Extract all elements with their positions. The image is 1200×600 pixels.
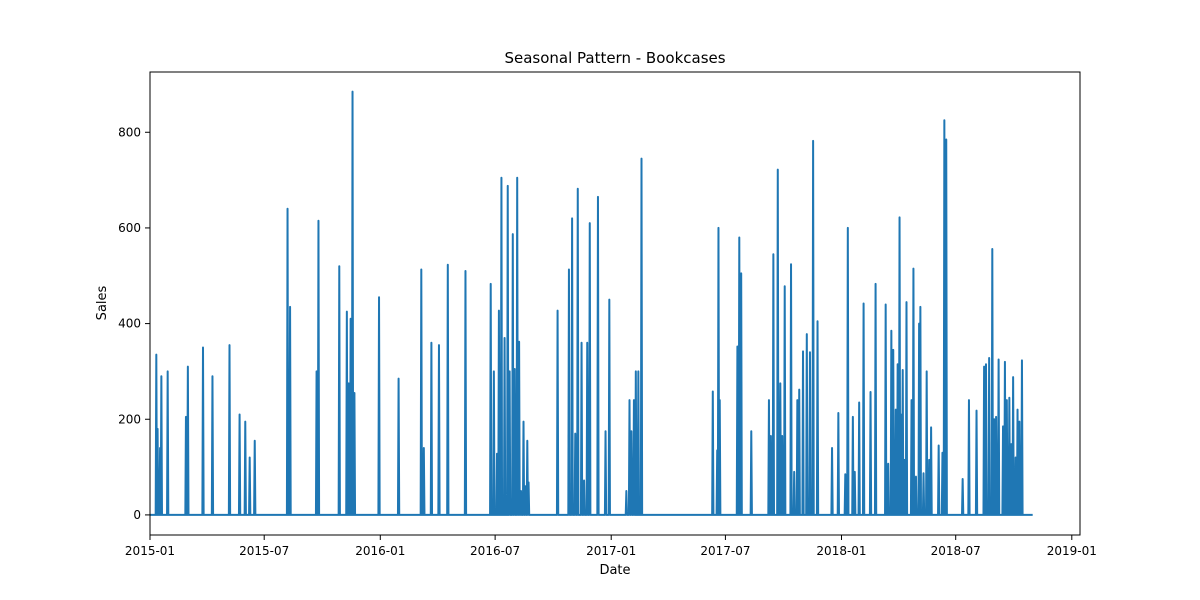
x-tick-label: 2018-07 [931,544,981,558]
y-tick-label: 200 [118,412,141,426]
plot-content [149,90,1034,516]
y-tick-label: 400 [118,317,141,331]
x-axis-label: Date [599,563,630,578]
x-tick-label: 2019-01 [1047,544,1097,558]
x-tick-label: 2015-07 [239,544,289,558]
x-tick-label: 2017-01 [586,544,636,558]
y-tick-label: 800 [118,125,141,139]
series-line-sales [149,90,1034,516]
y-tick-label: 600 [118,221,141,235]
plot-frame [149,71,1081,536]
x-tick-label: 2015-01 [125,544,175,558]
x-axis: 2015-01 2015-07 2016-01 2016-07 2017-01 2017-… [125,535,1097,558]
chart-title: Seasonal Pattern - Bookcases [504,49,725,67]
x-tick-label: 2016-07 [470,544,520,558]
x-tick-label: 2018-01 [816,544,866,558]
x-tick-label: 2017-07 [700,544,750,558]
y-tick-label: 0 [133,508,141,522]
y-axis-label: Sales [95,285,110,320]
x-tick-label: 2016-01 [355,544,405,558]
y-axis: 0 200 400 600 800 [118,125,150,522]
